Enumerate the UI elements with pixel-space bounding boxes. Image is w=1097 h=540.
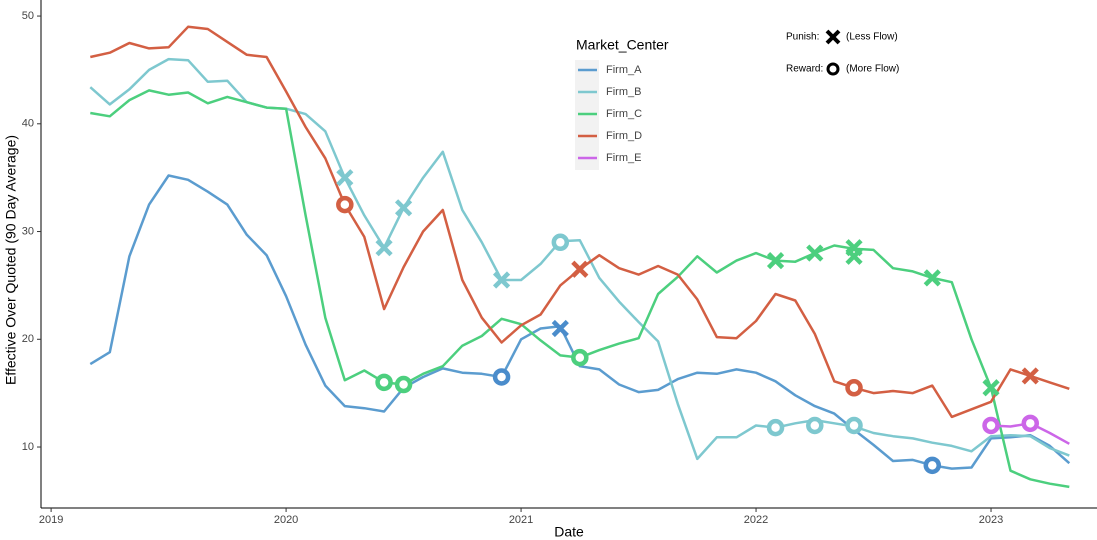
punish-stroke — [982, 379, 1000, 397]
reward-marker — [982, 416, 1000, 435]
legend-label: Firm_A — [606, 64, 642, 76]
reward-marker — [394, 375, 413, 394]
punish-marker — [551, 319, 569, 338]
punish-marker — [982, 379, 1000, 397]
punish-marker — [845, 247, 863, 265]
reward-marker — [766, 418, 785, 437]
punish-stroke — [806, 244, 824, 262]
reward-marker — [375, 373, 393, 392]
reward-marker — [806, 416, 824, 435]
y-tick-label: 10 — [22, 441, 34, 453]
x-tick-label: 2021 — [509, 514, 533, 526]
x-axis-title: Date — [554, 524, 584, 540]
punish-stroke — [923, 269, 941, 287]
legend-label: Firm_E — [606, 152, 641, 164]
punish-marker — [492, 271, 511, 289]
punish-label: Punish: — [786, 32, 819, 43]
reward-marker — [923, 456, 942, 475]
reward-marker — [551, 233, 570, 252]
reward-note: (More Flow) — [846, 64, 899, 75]
punish-note: (Less Flow) — [846, 32, 898, 43]
x-tick-label: 2019 — [39, 514, 63, 526]
reward-icon — [826, 62, 840, 76]
x-tick-label: 2022 — [744, 514, 768, 526]
y-tick-label: 30 — [22, 225, 34, 237]
punish-icon — [825, 29, 841, 45]
legend-label: Firm_C — [606, 108, 642, 120]
punish-marker — [336, 169, 354, 187]
punish-stroke — [336, 169, 354, 187]
punish-stroke — [551, 319, 569, 338]
y-tick-label: 40 — [22, 118, 34, 130]
reward-marker — [571, 348, 589, 367]
punish-marker — [1021, 367, 1039, 385]
series-line — [89, 174, 1071, 470]
y-axis-title: Effective Over Quoted (90 Day Average) — [3, 135, 19, 385]
x-tick-label: 2020 — [274, 514, 298, 526]
reward-marker — [845, 379, 863, 397]
reward-marker — [1021, 414, 1040, 433]
reward-marker — [845, 416, 863, 435]
reward-marker — [336, 195, 354, 214]
punish-stroke — [766, 252, 785, 270]
punish-marker — [806, 244, 824, 262]
x-tick-label: 2023 — [979, 514, 1003, 526]
reward-marker — [492, 368, 511, 386]
punish-marker — [766, 252, 785, 270]
y-tick-label: 50 — [22, 10, 34, 22]
punish-marker — [923, 269, 941, 287]
legend-label: Firm_D — [606, 130, 642, 142]
punish-stroke — [492, 271, 511, 289]
punish-stroke — [375, 239, 393, 257]
punish-stroke — [845, 247, 863, 265]
punish-stroke — [571, 260, 589, 278]
y-tick-label: 20 — [22, 333, 34, 345]
punish-marker — [571, 260, 589, 278]
legend-label: Firm_B — [606, 86, 641, 98]
punish-stroke — [394, 199, 413, 217]
legend-title: Market_Center — [576, 37, 669, 53]
punish-stroke — [1021, 367, 1039, 385]
reward-label: Reward: — [786, 64, 823, 75]
punish-marker — [394, 199, 413, 217]
punish-marker — [375, 239, 393, 257]
